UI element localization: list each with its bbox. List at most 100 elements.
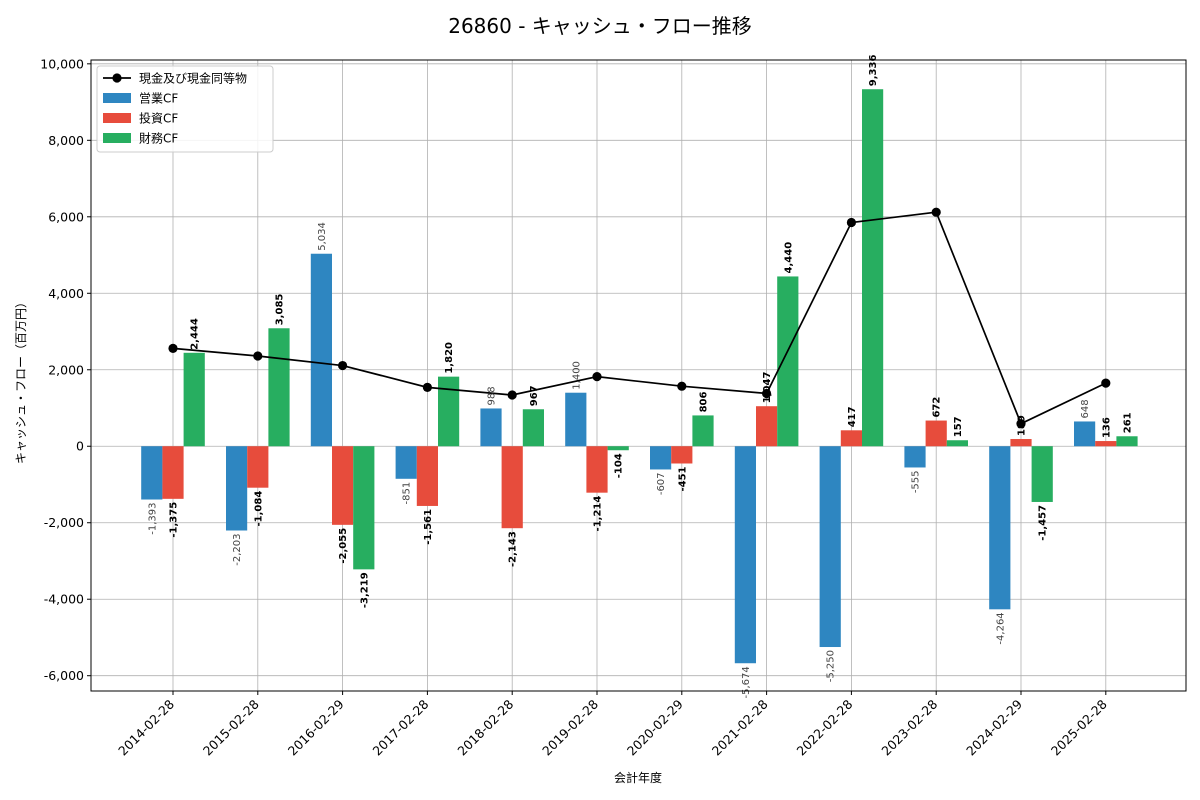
bar [416,446,438,506]
y-tick-label: 4,000 [48,286,84,301]
bar-value-label: 9,336 [868,55,879,87]
bar-value-label: -2,055 [338,528,349,564]
bar [1116,436,1138,447]
legend-entry: 現金及び現金同等物 [139,71,247,86]
bar [353,446,375,570]
data-labels: -1,393 -2,203 5,034 -851 988 1,400 -607 -5,674 -… [147,55,1133,699]
x-tick-label: 2019-02-28 [539,696,601,758]
bar [395,446,417,479]
cash-line-point [507,390,517,400]
bar [501,446,523,529]
bar [226,446,248,531]
bar [565,392,587,447]
bar [734,446,756,664]
bar [692,415,714,447]
bar [650,446,672,470]
x-tick-label: 2015-02-28 [200,696,262,758]
y-tick-label: 6,000 [48,209,84,224]
cash-line-point [1016,419,1026,429]
cash-line-point [677,381,687,391]
bar [989,446,1011,610]
y-tick-label: 0 [76,439,84,454]
bar [586,446,608,493]
bar [904,446,926,468]
bar-value-label: 261 [1123,412,1134,433]
cash-line-point [253,351,263,361]
bar-value-label: 1,047 [762,372,773,404]
bar-value-label: -851 [402,482,413,505]
bar-value-label: 2,444 [190,318,201,350]
cash-line-point [592,372,602,382]
bar [756,406,778,447]
bar-value-label: 4,440 [783,242,794,274]
bars [141,89,1138,664]
legend-bar-swatch [103,93,131,103]
bar-value-label: 157 [953,416,964,437]
bar-value-label: 189 [1017,415,1028,436]
bar-value-label: -1,561 [423,509,434,545]
bar-value-label: 1,820 [444,342,455,374]
bar [925,420,947,447]
bar [607,446,629,451]
bar [247,446,269,488]
x-tick-label: 2018-02-28 [454,696,516,758]
bar [183,352,205,447]
cash-line-point [338,360,348,371]
bar [777,276,799,447]
legend-point-swatch [112,73,122,83]
cash-line-point [422,382,432,392]
grid-lines [91,60,1186,691]
bar-value-label: -1,214 [593,496,604,532]
bar [840,430,862,447]
x-tick-label: 2021-02-28 [709,696,771,758]
bar-value-label: -3,219 [359,572,370,608]
bar [1095,441,1117,447]
x-tick-label: 2022-02-28 [794,696,856,758]
bar-value-label: -104 [614,453,625,478]
bar-value-label: -555 [911,470,922,493]
cash-line [168,207,1111,429]
chart-title: 26860 - キャッシュ・フロー推移 [448,14,752,38]
bar-value-label: 988 [487,386,498,405]
bar-value-label: 648 [1080,399,1091,418]
x-tick-label: 2024-02-29 [963,696,1025,758]
bar [1031,446,1053,502]
bar-value-label: 417 [847,406,858,427]
bar [522,409,544,447]
y-tick-label: -4,000 [44,592,84,607]
bar-value-label: -451 [677,466,688,491]
x-tick-label: 2014-02-28 [115,696,177,758]
x-tick-label: 2017-02-28 [370,696,432,758]
bar [310,253,332,447]
bar [671,446,693,464]
legend-entry: 投資CF [139,111,178,126]
legend-entry: 営業CF [139,92,178,106]
y-tick-label: -6,000 [44,668,84,683]
bar [946,440,968,447]
bar-value-label: 967 [529,385,540,406]
bar-value-label: 806 [699,392,710,413]
bar-value-label: 672 [932,397,943,418]
bar [141,446,163,500]
bar-value-label: -1,084 [253,491,264,527]
bar [268,328,290,447]
bar-value-label: 136 [1101,417,1112,438]
x-axis-label: 会計年度 [614,770,662,785]
bar [480,408,502,447]
cash-line-path [172,211,1107,425]
bar-value-label: -1,393 [147,503,158,535]
legend-bar-swatch [103,113,131,123]
x-tick-label: 2025-02-28 [1048,696,1110,758]
cash-line-point [931,207,941,217]
bar-value-label: -5,250 [826,650,837,682]
cash-line-point [762,388,772,399]
legend-box [96,65,274,153]
plot-frame [90,59,1187,692]
bar [1010,439,1032,447]
bar-value-label: -1,457 [1038,505,1049,541]
legend-entry: 財務CF [139,131,178,146]
bar [1074,421,1096,447]
bar-value-label: -1,375 [169,502,180,538]
